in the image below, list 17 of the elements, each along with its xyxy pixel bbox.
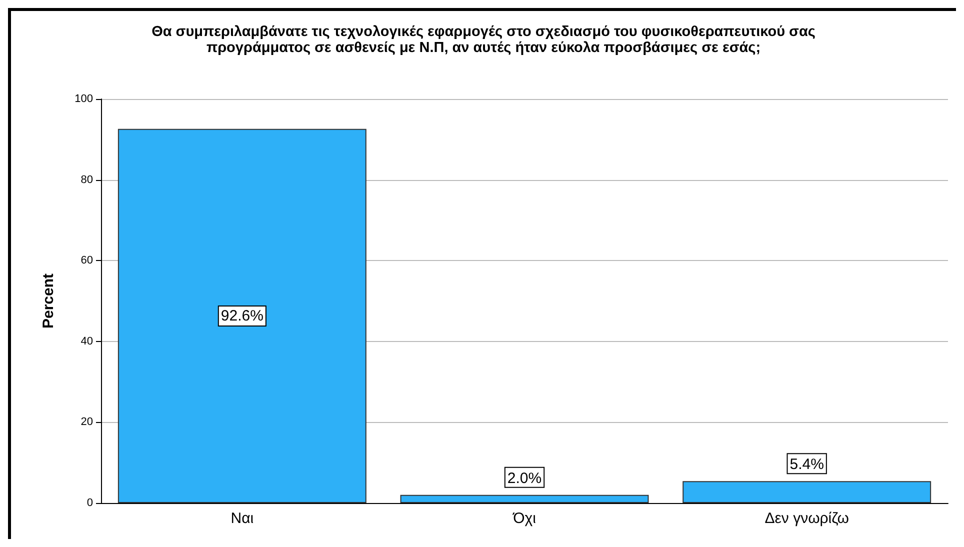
- x-tick-label: Όχι: [512, 510, 536, 527]
- bar: [682, 481, 932, 503]
- bar: [118, 128, 366, 503]
- y-axis-title: Percent: [40, 273, 57, 329]
- bar: [400, 494, 649, 503]
- data-label: 2.0%: [507, 470, 542, 487]
- y-tick-label: 0: [86, 497, 93, 509]
- data-label: 92.6%: [220, 307, 264, 324]
- y-tick-label: 20: [80, 416, 93, 428]
- y-tick-label: 40: [80, 335, 93, 348]
- y-tick-label: 80: [80, 174, 93, 186]
- y-tick-label: 60: [80, 254, 93, 267]
- chart-title: Θα συμπεριλαμβάνατε τις τεχνολογικές εφαρμογές στο σχεδιασμό του φυσικοθεραπευτικού σας προγράμματος σε ασθενείς με Ν.Π, αν αυτές ήταν εύκολα προσβάσιμες σε εσάς;: [152, 24, 816, 56]
- x-tick-label: Ναι: [230, 510, 254, 527]
- x-tick-label: Δεν γνωρίζω: [764, 510, 850, 527]
- data-label: 5.4%: [790, 456, 824, 474]
- y-tick-label: 100: [74, 93, 93, 105]
